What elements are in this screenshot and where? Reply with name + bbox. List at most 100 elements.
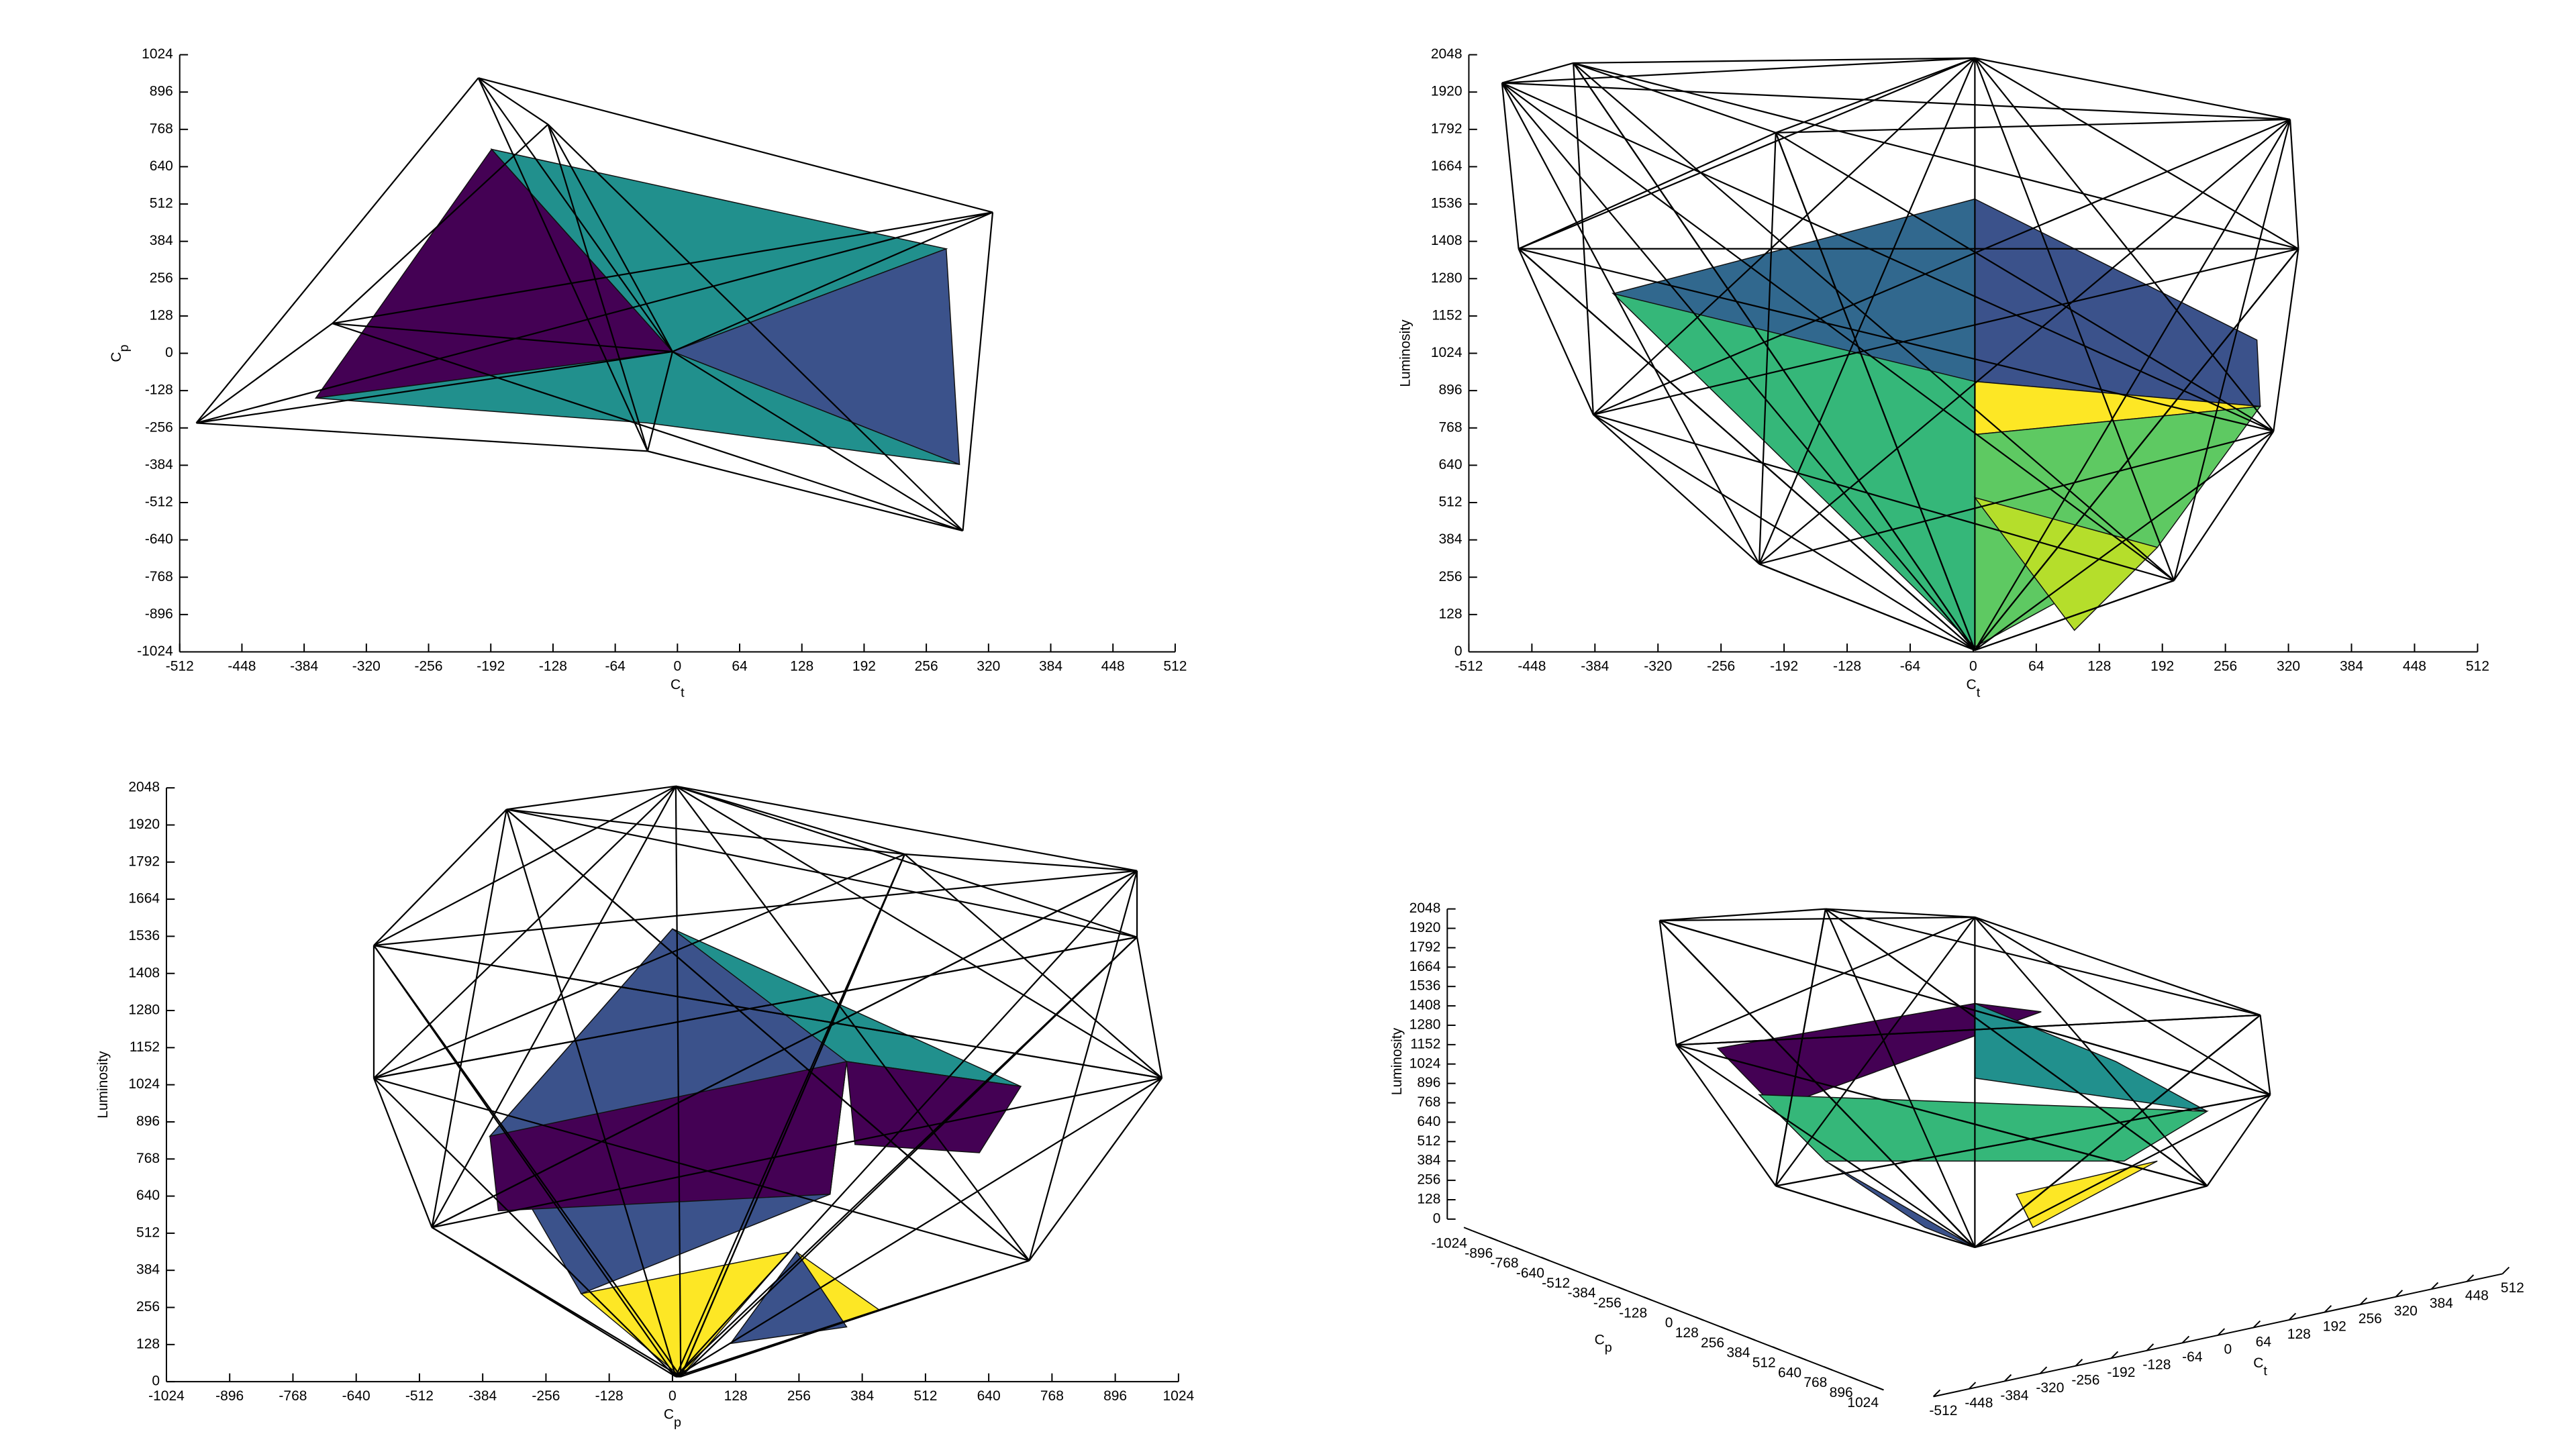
axis-label-text: Luminosity bbox=[95, 1051, 111, 1119]
y-tick-label: 2048 bbox=[128, 780, 160, 795]
y-tick-label: -128 bbox=[145, 382, 173, 398]
mesh-edge bbox=[196, 422, 648, 452]
x-tick-label: -320 bbox=[2036, 1380, 2064, 1396]
x-tick-label: -256 bbox=[415, 658, 443, 674]
x-tick-label: -1024 bbox=[148, 1388, 185, 1404]
axis-label: Luminosity bbox=[1397, 319, 1413, 387]
axis-label-subscript: p bbox=[674, 1415, 681, 1430]
axis-label-text: C bbox=[664, 1406, 674, 1422]
mesh-edge bbox=[1573, 62, 1594, 415]
x-tick-label: 384 bbox=[2430, 1296, 2453, 1311]
mesh-face bbox=[1974, 198, 2261, 407]
y-tick-label: 640 bbox=[1439, 457, 1463, 472]
x-tick-label: -448 bbox=[228, 658, 256, 674]
mesh-edge bbox=[2289, 119, 2299, 249]
y-tick-label: 2048 bbox=[1431, 46, 1463, 62]
y-tick-label: 896 bbox=[150, 84, 173, 99]
mesh-edge bbox=[1824, 909, 1976, 1248]
x-tick-label: 512 bbox=[2501, 1280, 2524, 1296]
mesh-edge bbox=[675, 785, 905, 856]
mesh-edge bbox=[373, 944, 1162, 1079]
mesh-edge bbox=[1518, 132, 1777, 250]
x-tick-label: 0 bbox=[1969, 658, 1977, 674]
mesh-edge bbox=[373, 785, 677, 946]
y-tick-label: 256 bbox=[1439, 569, 1463, 584]
z-tick-label: 768 bbox=[1417, 1094, 1440, 1110]
mesh-edge bbox=[1573, 62, 2175, 582]
mesh-edge bbox=[373, 809, 507, 946]
x-tick-label: 384 bbox=[850, 1388, 874, 1404]
mesh-edge bbox=[1974, 917, 2208, 1187]
mesh-edge bbox=[1758, 58, 1976, 564]
y-tick bbox=[1695, 1316, 1704, 1321]
axis-label: Luminosity bbox=[95, 1051, 111, 1119]
mesh-edge bbox=[1028, 1078, 1163, 1261]
mesh-edge bbox=[1501, 82, 1976, 651]
mesh-edge bbox=[373, 945, 677, 1378]
y-tick bbox=[1746, 1336, 1756, 1341]
z-tick-label: 1024 bbox=[1409, 1055, 1441, 1071]
mesh-edge bbox=[1659, 908, 1826, 922]
y-tick-label: -768 bbox=[1491, 1255, 1519, 1271]
x-tick-label: -512 bbox=[166, 658, 194, 674]
y-tick bbox=[1720, 1326, 1730, 1331]
x-tick-label: -320 bbox=[1644, 658, 1672, 674]
x-tick-label: 192 bbox=[2323, 1318, 2346, 1334]
axis-label-text: Luminosity bbox=[1397, 319, 1413, 387]
mesh-edge bbox=[675, 786, 1030, 1261]
x-tick bbox=[2110, 1351, 2119, 1359]
y-tick-label: -896 bbox=[145, 606, 173, 621]
mesh-edge bbox=[1975, 916, 2261, 1016]
x-tick-label: -320 bbox=[352, 658, 381, 674]
mesh-edge bbox=[431, 786, 677, 1228]
y-tick-label: 512 bbox=[1752, 1355, 1776, 1370]
mesh-edge bbox=[1974, 57, 2299, 250]
x-tick bbox=[2288, 1312, 2297, 1321]
x-tick-label: 896 bbox=[1103, 1388, 1127, 1404]
x-tick-label: -192 bbox=[2107, 1365, 2135, 1380]
mesh-edge bbox=[332, 123, 549, 324]
mesh-edge bbox=[1974, 57, 2275, 432]
z-tick-label: 1280 bbox=[1409, 1017, 1441, 1033]
mesh-edge bbox=[431, 1227, 677, 1378]
x-tick-label: 320 bbox=[2277, 658, 2300, 674]
x-tick-label: 320 bbox=[977, 658, 1000, 674]
mesh-edge bbox=[675, 785, 1138, 872]
mesh-edge bbox=[647, 450, 963, 532]
y-tick-label: 1920 bbox=[1431, 84, 1463, 99]
y-tick-label: -1024 bbox=[1431, 1235, 1467, 1251]
mesh-face bbox=[2016, 1160, 2158, 1229]
mesh-edge bbox=[1775, 132, 1976, 651]
mesh-edge bbox=[332, 322, 963, 532]
x-tick bbox=[2430, 1282, 2439, 1290]
mesh-edge bbox=[196, 211, 993, 424]
mesh-edge bbox=[1974, 1014, 2261, 1248]
x-tick-label: -64 bbox=[1900, 658, 1921, 674]
mesh-edge bbox=[1775, 1185, 1975, 1248]
mesh-edge bbox=[675, 785, 1138, 938]
axis-label-subscript: t bbox=[2263, 1364, 2267, 1379]
axis-label-text: Luminosity bbox=[1389, 1027, 1405, 1095]
y-tick-label: 384 bbox=[1726, 1345, 1750, 1361]
x-tick bbox=[2146, 1343, 2154, 1351]
mesh-edge bbox=[1974, 119, 2291, 651]
axis-label-text: C bbox=[108, 352, 123, 362]
y-tick-label: 1664 bbox=[128, 891, 160, 907]
x-tick-label: -512 bbox=[1929, 1403, 1957, 1418]
z-tick-label: 640 bbox=[1417, 1114, 1440, 1129]
z-tick-label: 1792 bbox=[1409, 939, 1441, 955]
y-tick bbox=[1875, 1386, 1884, 1391]
y-tick bbox=[1463, 1227, 1473, 1232]
x-tick-label: -128 bbox=[1833, 658, 1861, 674]
y-tick-label: 896 bbox=[136, 1114, 160, 1129]
mesh-face bbox=[1825, 1160, 1975, 1248]
mesh-edge bbox=[505, 809, 677, 1378]
axis-label-text: C bbox=[671, 676, 681, 692]
x-tick-label: -896 bbox=[215, 1388, 244, 1404]
mesh-edge bbox=[1501, 83, 1761, 564]
y-tick-label: 128 bbox=[150, 307, 173, 323]
axis-label: Ct bbox=[2253, 1355, 2267, 1378]
x-tick bbox=[1968, 1382, 1977, 1390]
x-tick-label: 64 bbox=[2028, 658, 2044, 674]
mesh-edge bbox=[2273, 248, 2299, 431]
